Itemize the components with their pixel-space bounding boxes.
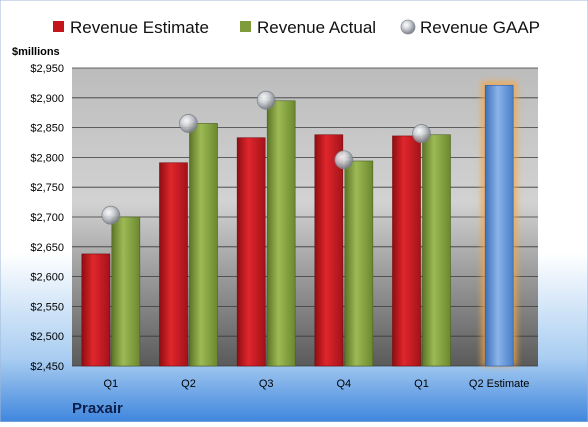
bar-forecast — [484, 84, 514, 367]
y-tick-label: $2,600 — [30, 272, 64, 284]
legend-swatch-estimate — [53, 21, 64, 32]
gaap-marker — [101, 205, 121, 225]
y-tick-label: $2,900 — [30, 93, 64, 105]
gridlines — [72, 67, 538, 367]
x-tick-label: Q2 Estimate — [469, 378, 530, 390]
legend: Revenue Estimate Revenue Actual Revenue … — [53, 18, 540, 37]
y-axis-tick-labels: $2,450 $2,500 $2,550 $2,600 $2,650 $2,700 $2,7… — [30, 63, 64, 373]
bar-estimate — [236, 137, 266, 367]
bar-estimate — [314, 134, 344, 367]
gaap-marker — [179, 114, 198, 133]
x-axis-tick-labels: Q1 Q2 Q3 Q4 Q1 Q2 Estimate — [103, 378, 529, 390]
legend-swatch-gaap — [400, 19, 416, 35]
x-tick-label: Q2 — [181, 378, 196, 390]
company-name: Praxair — [72, 400, 123, 417]
x-tick-label: Q1 — [103, 378, 118, 390]
y-tick-label: $2,950 — [30, 63, 64, 75]
gaap-marker — [256, 90, 276, 110]
gaap-markers — [101, 90, 431, 225]
bar-actual — [344, 160, 374, 367]
y-tick-label: $2,800 — [30, 152, 64, 164]
bar-actual — [422, 134, 451, 367]
bar-estimate — [159, 162, 188, 367]
legend-label-estimate: Revenue Estimate — [70, 18, 209, 37]
legend-label-gaap: Revenue GAAP — [420, 18, 540, 37]
bar-actual — [189, 123, 218, 367]
bar-actual — [111, 216, 141, 367]
y-tick-label: $2,700 — [30, 212, 64, 224]
y-tick-label: $2,750 — [30, 182, 64, 194]
bar-estimate — [392, 135, 421, 367]
gaap-marker — [334, 150, 354, 170]
gaap-marker — [412, 124, 431, 143]
x-tick-label: Q1 — [414, 378, 429, 390]
y-axis-unit-label: $millions — [12, 46, 60, 58]
x-tick-label: Q4 — [336, 378, 351, 390]
y-tick-label: $2,850 — [30, 123, 64, 135]
y-tick-label: $2,550 — [30, 301, 64, 313]
y-tick-label: $2,500 — [30, 331, 64, 343]
bar-estimate — [81, 253, 111, 367]
y-tick-label: $2,650 — [30, 242, 64, 254]
bars — [81, 81, 518, 367]
legend-swatch-actual — [240, 21, 251, 32]
y-tick-label: $2,450 — [30, 361, 64, 373]
legend-label-actual: Revenue Actual — [257, 18, 376, 37]
x-tick-label: Q3 — [259, 378, 274, 390]
bar-actual — [266, 100, 296, 367]
